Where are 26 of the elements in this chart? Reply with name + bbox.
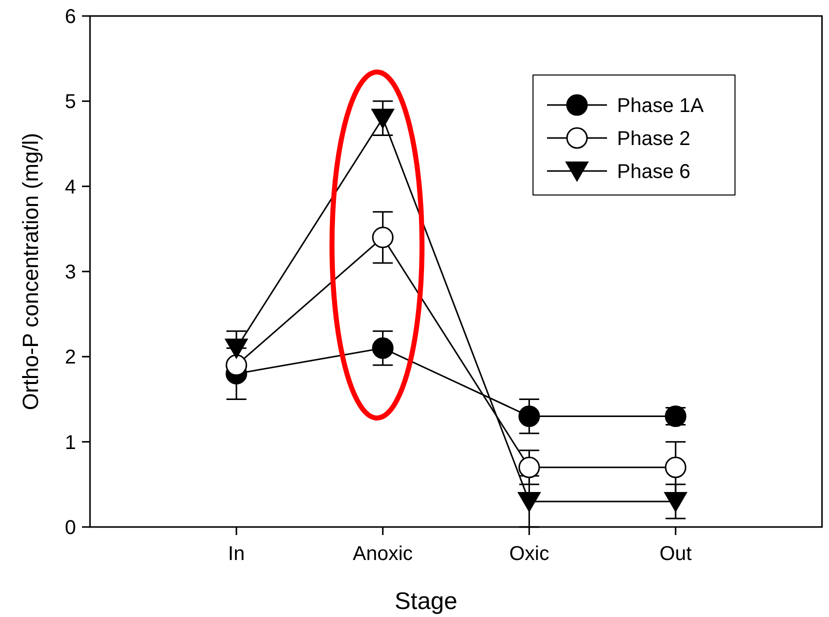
point bbox=[518, 406, 540, 428]
legend-label: Phase 6 bbox=[617, 161, 690, 183]
legend-label: Phase 1A bbox=[617, 95, 704, 117]
x-axis-title: Stage bbox=[394, 588, 458, 615]
point bbox=[226, 354, 248, 376]
legend-label: Phase 2 bbox=[617, 128, 690, 150]
y-tick-label: 0 bbox=[64, 517, 76, 539]
y-tick-label: 4 bbox=[64, 176, 76, 198]
y-tick-label: 2 bbox=[64, 346, 76, 369]
point bbox=[372, 337, 394, 359]
point bbox=[664, 456, 686, 478]
x-tick-label: In bbox=[228, 543, 245, 565]
point bbox=[371, 108, 394, 129]
point bbox=[518, 492, 541, 512]
point bbox=[518, 456, 540, 478]
point bbox=[664, 492, 688, 512]
y-tick-label: 6 bbox=[64, 6, 76, 28]
x-tick-label: Oxic bbox=[509, 543, 550, 565]
point bbox=[372, 226, 394, 248]
x-tick-label: Anoxic bbox=[352, 543, 413, 565]
y-tick-label: 1 bbox=[64, 432, 76, 454]
y-tick-label: 3 bbox=[64, 262, 76, 284]
y-tick-label: 5 bbox=[64, 91, 76, 114]
point bbox=[224, 338, 248, 359]
y-axis-title: Ortho-P concentration (mg/l) bbox=[18, 132, 43, 410]
x-tick-label: Out bbox=[659, 543, 692, 565]
